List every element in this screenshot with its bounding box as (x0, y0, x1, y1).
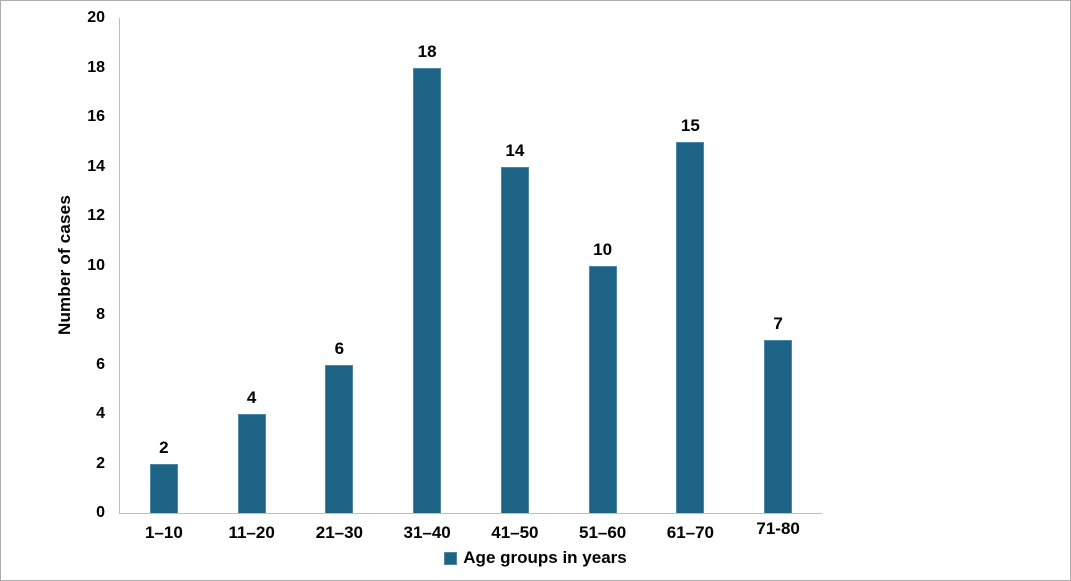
y-tick-label: 10 (87, 256, 105, 274)
bar (413, 67, 442, 513)
bar-slot: 14 41–50 (471, 18, 559, 543)
x-tick-label: 41–50 (491, 523, 539, 542)
legend-label: Age groups in years (463, 548, 627, 567)
y-tick-label: 18 (87, 58, 105, 76)
bar-slot: 4 11–20 (208, 18, 296, 542)
bar-slot: 2 1–10 (120, 18, 208, 543)
bar (325, 364, 354, 513)
bar (149, 463, 178, 513)
bar-slot: 18 31–40 (383, 18, 471, 543)
bar (588, 265, 617, 513)
x-tick-label: 21–30 (315, 523, 364, 542)
bar-value-label: 7 (773, 313, 783, 333)
bar (676, 141, 705, 513)
x-tick-label: 71-80 (756, 519, 800, 538)
y-tick-label: 0 (96, 504, 105, 521)
bar-value-label: 6 (334, 338, 345, 358)
y-tick-label: 16 (87, 108, 105, 125)
y-tick-label: 8 (96, 306, 105, 323)
y-tick-label: 6 (96, 355, 105, 373)
y-tick-label: 12 (87, 207, 105, 224)
bar-value-label: 18 (417, 41, 437, 61)
y-axis-ticks: 0 2 4 6 8 10 12 14 16 18 20 (1, 10, 105, 521)
bar-value-label: 15 (680, 115, 700, 135)
bar-slot: 10 51–60 (559, 18, 647, 543)
x-tick-label: 11–20 (228, 523, 275, 542)
y-tick-label: 4 (96, 405, 105, 422)
bar (764, 339, 793, 513)
bar-value-label: 4 (246, 388, 257, 407)
y-tick-label: 20 (87, 9, 105, 26)
x-tick-label: 31–40 (403, 523, 451, 542)
x-tick-label: 51–60 (578, 523, 627, 542)
bars: 2 1–10 4 11–20 6 21–30 18 31–40 14 41–50 10 51–60 15… (120, 18, 822, 543)
bar-slot: 6 21–30 (296, 18, 384, 543)
bar-value-label: 14 (505, 140, 525, 160)
bar-value-label: 10 (593, 239, 613, 259)
x-tick-label: 1–10 (144, 523, 183, 542)
bar-slot: 15 61–70 (647, 18, 735, 542)
bar (500, 166, 529, 513)
y-tick-label: 2 (96, 454, 105, 472)
plot-area: 2 1–10 4 11–20 6 21–30 18 31–40 14 41–50 10 51–60 15… (119, 18, 822, 543)
x-tick-label: 61–70 (666, 523, 715, 542)
y-tick-label: 14 (87, 157, 105, 175)
legend-marker-icon (444, 551, 458, 565)
bar-slot: 7 71-80 (734, 18, 822, 538)
legend: Age groups in years (1, 548, 1070, 568)
bar (237, 414, 266, 513)
bar-value-label: 2 (159, 437, 169, 457)
